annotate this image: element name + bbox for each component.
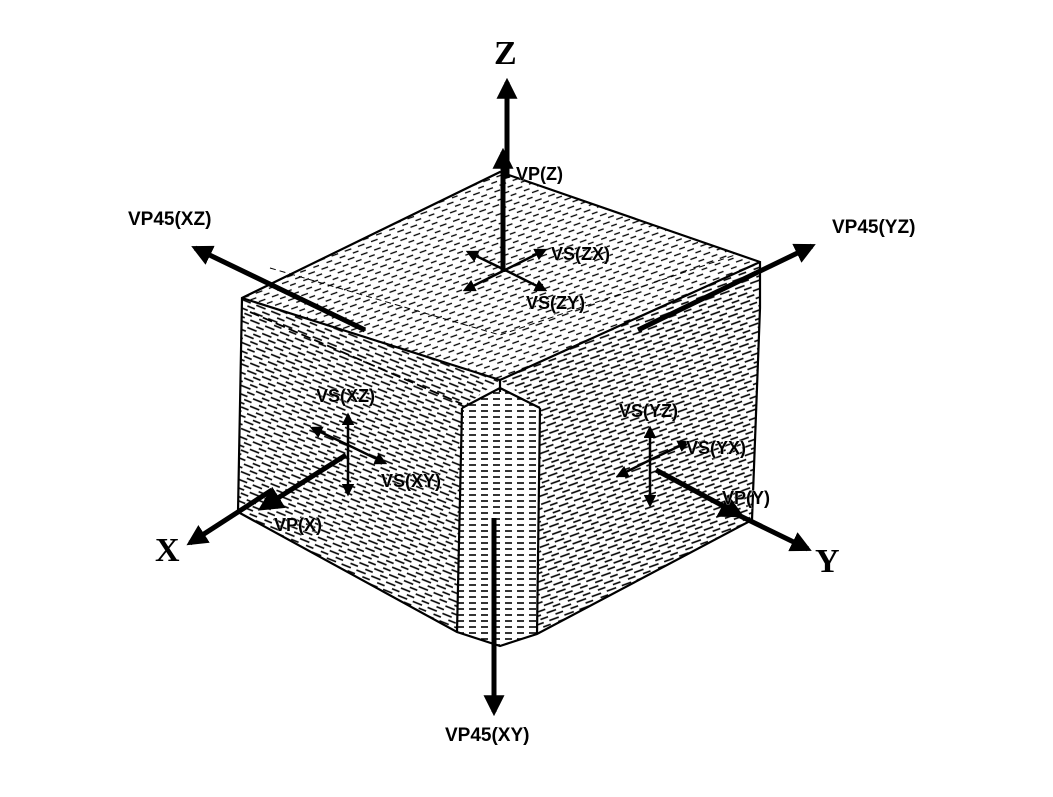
front-right-edge (535, 407, 542, 635)
top-left-edge (241, 296, 501, 382)
vs-zx-arrow-back (462, 268, 506, 292)
label-vs-zy: VS(ZY) (526, 293, 585, 313)
top-midline (269, 254, 736, 336)
z-axis-label: Z (494, 35, 517, 72)
x-axis-label: X (155, 532, 180, 569)
cube (236, 170, 762, 648)
vs-zy-arrow (504, 268, 548, 292)
vs-zy-arrow-back (465, 250, 506, 272)
cube-outline (236, 170, 762, 648)
label-vp45-yz: VP45(YZ) (832, 217, 915, 238)
label-vp45-xy: VP45(XY) (445, 725, 529, 746)
y-axis-arrow (730, 509, 812, 552)
front-left-edge (455, 407, 464, 633)
vs-yx-arrow (649, 440, 691, 462)
shear-arrows (309, 248, 691, 508)
top-right-edge (499, 260, 761, 382)
right-face (500, 262, 760, 634)
label-vs-yz: VS(YZ) (619, 401, 678, 421)
direction-arrows (191, 147, 816, 717)
vp45-yz-arrow (636, 243, 816, 333)
vp-y-arrow (654, 467, 745, 518)
label-vp-z: VP(Z) (516, 164, 563, 184)
left-dashed-line (249, 311, 463, 405)
label-vs-yx: VS(YX) (686, 438, 746, 458)
label-vp-x: VP(X) (274, 515, 322, 535)
top-face (242, 172, 760, 380)
vs-xy-arrow (347, 443, 388, 465)
left-face (238, 298, 500, 632)
label-vs-xy: VS(XY) (381, 471, 441, 491)
vp-x-arrow (257, 452, 348, 511)
front-bevel-face (457, 388, 540, 646)
label-vs-xz: VS(XZ) (316, 386, 375, 406)
vp45-xz-arrow (191, 245, 367, 333)
label-vp45-xz: VP45(XZ) (128, 209, 211, 230)
labels: VP(Z) VP45(XZ) VP45(YZ) VS(ZX) VS(ZY) VS… (128, 164, 915, 746)
vs-xy-arrow-back (309, 426, 349, 447)
label-vs-zx: VS(ZX) (551, 244, 610, 264)
y-axis-label: Y (815, 543, 840, 580)
label-vp-y: VP(Y) (722, 488, 770, 508)
vs-zx-arrow (504, 248, 548, 272)
vs-yx-arrow-back (615, 458, 651, 478)
